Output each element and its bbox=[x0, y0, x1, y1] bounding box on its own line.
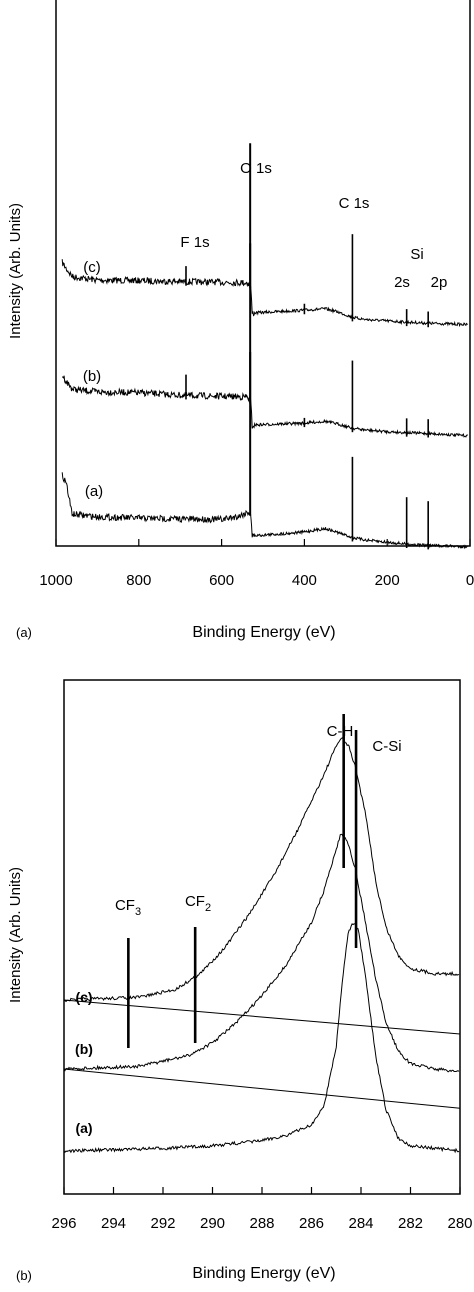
panel-a-tick-label-0: 0 bbox=[466, 572, 474, 589]
panel-a-peak-label-si-2p: 2p bbox=[431, 274, 448, 291]
panel-a-curves bbox=[61, 259, 469, 550]
panel-b-curves bbox=[63, 737, 461, 1154]
panel-b-marker-label-cf3: CF3 bbox=[115, 897, 141, 918]
panel-a-tick-label-800: 800 bbox=[126, 572, 151, 589]
panel-a-tick-label-200: 200 bbox=[375, 572, 400, 589]
panel-b-tick-label-282: 282 bbox=[398, 1215, 423, 1232]
panel-b-tick-label-290: 290 bbox=[200, 1215, 225, 1232]
panel-a-curve-label-c: (c) bbox=[83, 259, 101, 276]
panel-b-curve-label-b: (b) bbox=[75, 1041, 93, 1057]
panel-b-curve-label-a: (a) bbox=[75, 1120, 92, 1136]
panel-a-peak-label-si: Si bbox=[410, 246, 423, 263]
panel-a-peak-label-c1s: C 1s bbox=[339, 195, 370, 212]
panel-b-marker-label-csi: C-Si bbox=[372, 738, 401, 755]
panel-a-peak-label-si-2s: 2s bbox=[394, 274, 410, 291]
cf3-main: CF bbox=[115, 897, 135, 914]
panel-a-ylabel: Intensity (Arb. Units) bbox=[7, 203, 24, 339]
panel-b-tick-label-284: 284 bbox=[348, 1215, 373, 1232]
panel-b-xlabel: Binding Energy (eV) bbox=[192, 1265, 335, 1282]
panel-b-ylabel: Intensity (Arb. Units) bbox=[7, 867, 24, 1003]
panel-b-markers bbox=[127, 714, 358, 1048]
panel-a-tick-label-600: 600 bbox=[209, 572, 234, 589]
cf3-subscript: 3 bbox=[135, 906, 141, 918]
panel-a-curve-a bbox=[61, 472, 469, 550]
panel-b-tick-label-288: 288 bbox=[249, 1215, 274, 1232]
panel-b-tick-label-294: 294 bbox=[101, 1215, 126, 1232]
panel-b-tick-label-286: 286 bbox=[299, 1215, 324, 1232]
panel-a-curve-label-b: (b) bbox=[83, 368, 101, 385]
panel-b-x-ticks: 296 294 292 290 288 286 284 282 280 bbox=[51, 1187, 473, 1232]
panel-a-peaks bbox=[185, 143, 429, 550]
panel-a-peak-label-f1s: F 1s bbox=[180, 234, 209, 251]
panel-b-curve-c bbox=[63, 737, 460, 1003]
panel-b-curve-a bbox=[63, 923, 460, 1154]
panel-b-curve-label-c: (c) bbox=[75, 989, 92, 1005]
panel-b-baseline-c bbox=[63, 999, 461, 1035]
panel-b-curve-b bbox=[63, 833, 460, 1073]
cf2-subscript: 2 bbox=[205, 902, 211, 914]
panel-a-x-ticks: 1000 800 600 400 200 0 bbox=[39, 539, 474, 589]
panel-b-tick-label-292: 292 bbox=[150, 1215, 175, 1232]
panel-b-plot-frame bbox=[63, 679, 461, 1195]
panel-a-curve-label-a: (a) bbox=[85, 483, 103, 500]
panel-b-c1s-spectrum: 296 294 292 290 288 286 284 282 280 C-H C-Si CF3… bbox=[7, 679, 473, 1283]
panel-a-xlabel: Binding Energy (eV) bbox=[192, 624, 335, 641]
panel-b-tick-label-280: 280 bbox=[447, 1215, 472, 1232]
panel-a-curve-c bbox=[61, 259, 468, 328]
panel-b-panel-label: (b) bbox=[16, 1268, 32, 1283]
panel-a-tick-label-400: 400 bbox=[292, 572, 317, 589]
panel-a-curve-b bbox=[61, 375, 469, 438]
panel-b-marker-label-ch: C-H bbox=[327, 723, 354, 740]
panel-a-survey-spectrum: 1000 800 600 400 200 0 O 1s C 1s F 1s Si 2s 2… bbox=[7, 0, 474, 641]
panel-a-panel-label: (a) bbox=[16, 625, 32, 640]
panel-b-tick-label-296: 296 bbox=[51, 1215, 76, 1232]
panel-a-peak-label-o1s: O 1s bbox=[240, 160, 272, 177]
panel-a-tick-label-1000: 1000 bbox=[39, 572, 72, 589]
panel-a-plot-frame bbox=[55, 0, 471, 547]
cf2-main: CF bbox=[185, 893, 205, 910]
panel-b-marker-label-cf2: CF2 bbox=[185, 893, 211, 914]
panel-b-baseline-b bbox=[63, 1068, 461, 1109]
